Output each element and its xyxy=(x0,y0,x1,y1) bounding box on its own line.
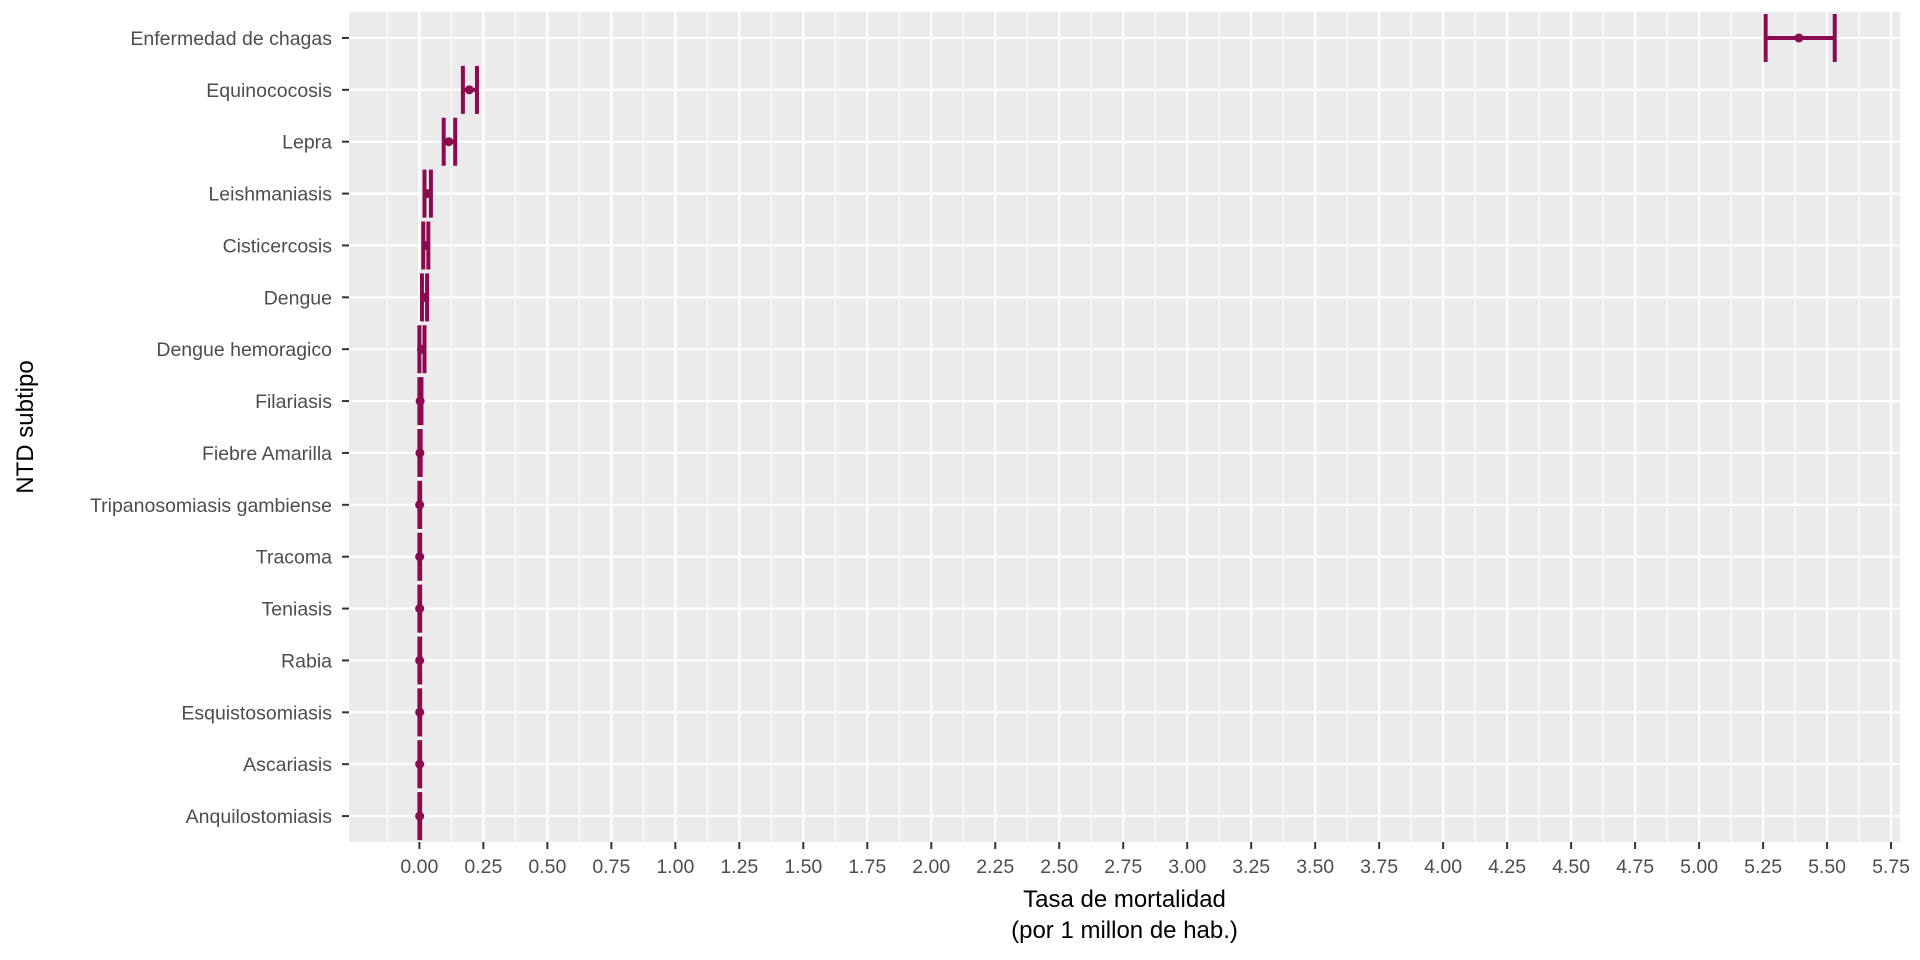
y-tick-label: Anquilostomiasis xyxy=(186,806,333,828)
x-tick-label: 0.50 xyxy=(528,856,566,878)
x-tick-label: 1.25 xyxy=(720,856,758,878)
point-estimate xyxy=(415,604,425,614)
point-estimate xyxy=(415,448,425,458)
x-axis: 0.00 0.25 0.50 0.75 1.00 1.25 1.50 1.75 2.00 2.25… xyxy=(400,842,1910,878)
y-axis: Enfermedad de chagas Equinococosis Lepra Le… xyxy=(90,28,349,828)
y-tick-label: Rabia xyxy=(281,650,332,672)
y-axis-title: NTD subtipo xyxy=(12,360,39,493)
errorbar-group xyxy=(419,273,430,322)
x-tick-label: 4.25 xyxy=(1488,856,1526,878)
x-tick-label: 4.75 xyxy=(1616,856,1654,878)
y-tick-label: Tracoma xyxy=(256,547,332,569)
errorbar-group xyxy=(415,792,425,841)
point-estimate xyxy=(415,759,425,769)
point-estimate xyxy=(415,552,425,562)
x-tick-label: 3.25 xyxy=(1232,856,1270,878)
x-tick-label: 4.50 xyxy=(1552,856,1590,878)
y-tick-label: Tripanosomiasis gambiense xyxy=(90,495,332,517)
errorbar-group xyxy=(460,65,479,114)
x-tick-label: 0.75 xyxy=(592,856,630,878)
errorbar-group xyxy=(416,325,427,374)
errorbar-group xyxy=(415,532,425,581)
y-tick-label: Enfermedad de chagas xyxy=(130,28,332,50)
x-tick-label: 4.00 xyxy=(1424,856,1462,878)
x-tick-label: 1.50 xyxy=(784,856,822,878)
point-estimate xyxy=(464,85,474,95)
point-estimate xyxy=(421,240,431,250)
x-tick-label: 5.25 xyxy=(1744,856,1782,878)
errorbar-group xyxy=(415,636,425,685)
x-tick-label: 2.75 xyxy=(1104,856,1142,878)
plot-panel xyxy=(349,12,1900,842)
x-tick-label: 5.50 xyxy=(1808,856,1846,878)
y-tick-label: Lepra xyxy=(282,132,332,154)
x-tick-label: 5.75 xyxy=(1872,856,1910,878)
errorbar-group xyxy=(1763,13,1837,62)
y-tick-label: Cisticercosis xyxy=(223,235,333,257)
y-tick-label: Filariasis xyxy=(255,391,332,413)
errorbar-group xyxy=(421,221,431,270)
x-tick-label: 3.00 xyxy=(1168,856,1206,878)
y-tick-label: Esquistosomiasis xyxy=(181,702,332,724)
x-tick-label: 5.00 xyxy=(1680,856,1718,878)
point-estimate xyxy=(1794,33,1804,43)
x-tick-label: 1.00 xyxy=(656,856,694,878)
point-estimate xyxy=(416,344,426,354)
errorbar-group xyxy=(415,428,425,477)
errorbar-group xyxy=(415,584,425,633)
x-tick-label: 0.00 xyxy=(400,856,438,878)
x-axis-title-line1: Tasa de mortalidad xyxy=(1023,886,1226,913)
x-tick-label: 1.75 xyxy=(848,856,886,878)
y-tick-label: Leishmaniasis xyxy=(208,184,332,206)
point-estimate xyxy=(415,500,425,510)
point-estimate xyxy=(415,707,425,717)
point-estimate xyxy=(415,655,425,665)
x-tick-label: 3.50 xyxy=(1296,856,1334,878)
y-tick-label: Fiebre Amarilla xyxy=(202,443,332,465)
errorbar-group xyxy=(441,117,458,166)
x-tick-label: 2.25 xyxy=(976,856,1014,878)
errorbar-group xyxy=(415,480,425,529)
y-tick-label: Equinococosis xyxy=(206,80,332,102)
errorbar-group xyxy=(415,377,425,426)
x-tick-label: 0.25 xyxy=(464,856,502,878)
y-tick-label: Dengue xyxy=(264,287,332,309)
minor-gridlines xyxy=(386,12,1860,842)
x-tick-label: 3.75 xyxy=(1360,856,1398,878)
x-tick-label: 2.50 xyxy=(1040,856,1078,878)
point-estimate xyxy=(444,137,454,147)
point-estimate xyxy=(422,189,432,199)
point-estimate xyxy=(415,396,425,406)
error-bars xyxy=(415,13,1837,841)
point-estimate xyxy=(415,811,425,821)
y-tick-label: Ascariasis xyxy=(243,754,332,776)
y-tick-label: Teniasis xyxy=(262,599,333,621)
errorbar-group xyxy=(415,688,425,737)
x-tick-label: 2.00 xyxy=(912,856,950,878)
y-tick-label: Dengue hemoragico xyxy=(156,339,332,361)
major-gridlines xyxy=(349,12,1900,842)
x-axis-title-line2: (por 1 millon de hab.) xyxy=(1011,917,1238,944)
point-estimate xyxy=(420,292,430,302)
errorbar-group xyxy=(415,740,425,789)
errorbar-group xyxy=(422,169,433,218)
